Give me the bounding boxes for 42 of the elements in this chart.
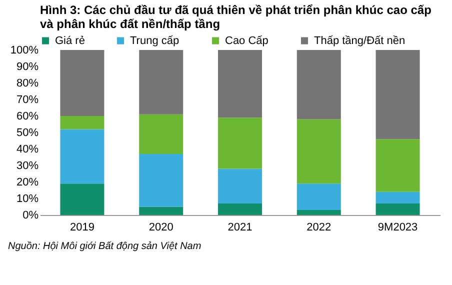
chart-title: Hình 3: Các chủ đầu tư đã quá thiên về phát triển phân khúc cao cấp và phân khúc đất nền/thấp tầng [40, 3, 432, 31]
legend-label: Giá rẻ [55, 34, 85, 47]
bar [296, 184, 341, 210]
x-tick-label: 9M2023 [378, 222, 418, 234]
bar [376, 203, 420, 215]
bar [218, 118, 262, 169]
y-tick-label: 80% [16, 78, 39, 90]
bar [60, 129, 104, 184]
legend-label: Cao Cấp [225, 34, 268, 47]
y-tick-label: 60% [16, 110, 39, 122]
x-tick-label: 2021 [228, 222, 252, 234]
y-tick-label: 40% [16, 144, 39, 156]
bar [296, 50, 341, 120]
bar [218, 203, 262, 215]
bar [376, 50, 420, 140]
legend-label: Trung cấp [130, 34, 180, 47]
bar [296, 119, 341, 184]
bar [296, 210, 341, 215]
legend-label: Thấp tầng/Đất nền [314, 34, 406, 47]
y-tick-label: 10% [16, 193, 39, 205]
bar [218, 50, 262, 118]
bar [60, 116, 104, 130]
x-tick-label: 2022 [306, 222, 332, 234]
bar [218, 168, 262, 204]
bar [376, 192, 420, 204]
text: Nguồn: Hội Môi giới Bất động sản Việt Nam [8, 241, 202, 252]
x-tick-label: 2020 [148, 222, 174, 234]
bar [139, 114, 184, 154]
y-tick-label: 20% [16, 176, 39, 188]
y-tick-label: 50% [16, 127, 39, 139]
y-tick-label: 70% [16, 94, 39, 106]
bar [60, 184, 104, 215]
bar [376, 139, 420, 192]
y-tick-label: 90% [16, 61, 39, 73]
y-tick-label: 100% [10, 44, 39, 56]
bar [139, 154, 184, 207]
bar [139, 50, 184, 114]
bar [139, 206, 184, 215]
y-tick-label: 30% [16, 160, 39, 172]
bar [60, 50, 104, 116]
y-tick-label: 0% [22, 210, 39, 222]
x-tick-label: 2019 [70, 222, 94, 234]
